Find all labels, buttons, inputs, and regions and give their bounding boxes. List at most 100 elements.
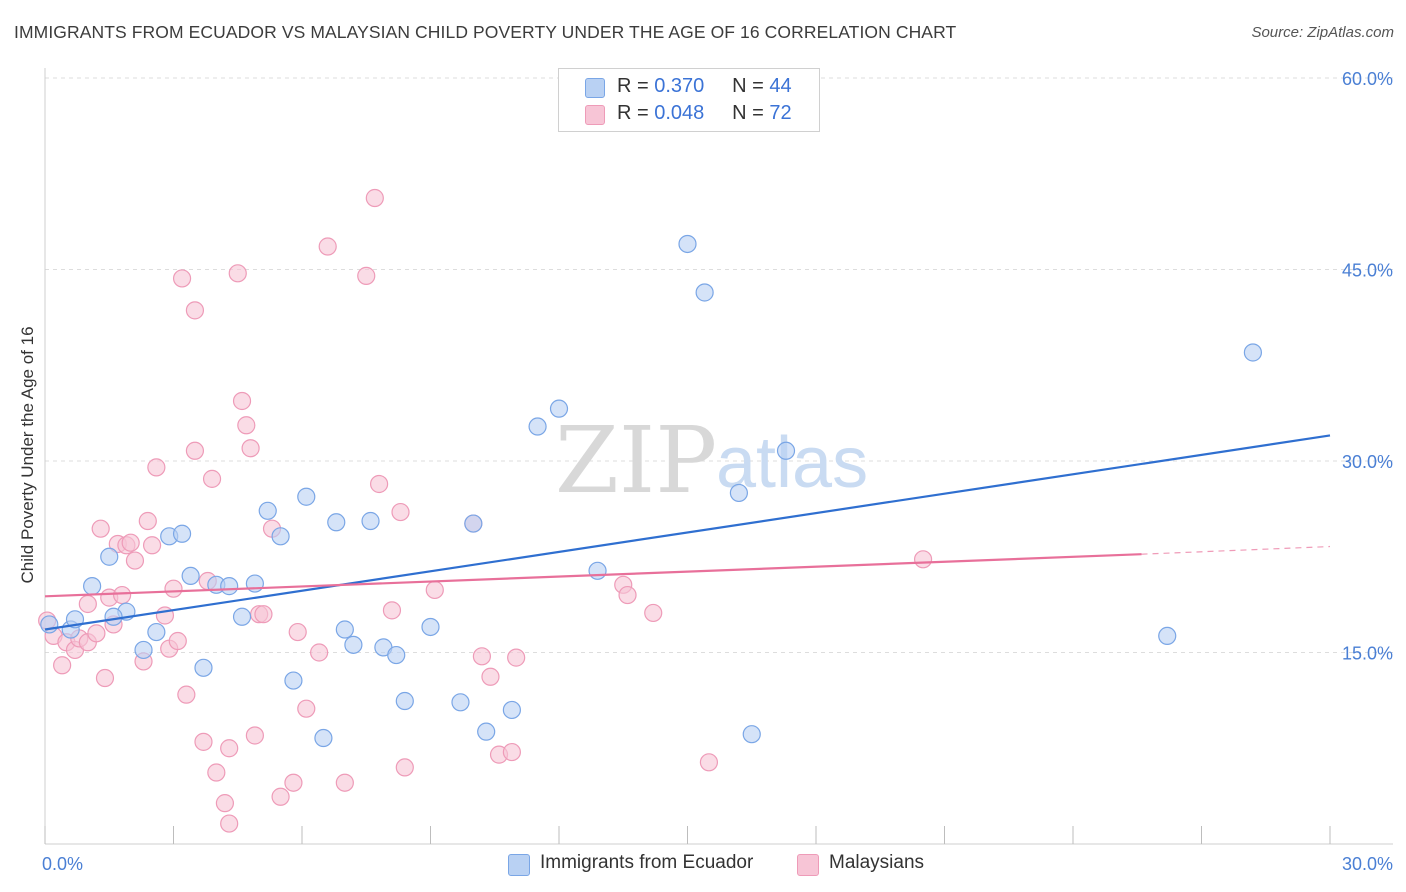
- data-point-malaysians: [177, 685, 196, 704]
- data-point-ecuador: [549, 399, 569, 418]
- data-point-malaysians: [194, 732, 213, 751]
- data-point-malaysians: [395, 758, 414, 777]
- data-point-malaysians: [365, 188, 384, 208]
- data-point-ecuador: [147, 622, 166, 642]
- data-point-malaysians: [481, 667, 500, 686]
- data-point-malaysians: [220, 739, 239, 758]
- data-point-malaysians: [87, 624, 106, 643]
- data-point-ecuador: [451, 693, 470, 712]
- data-point-malaysians: [91, 519, 110, 538]
- legend-r-value: 0.370: [654, 75, 705, 97]
- data-point-ecuador: [742, 725, 761, 744]
- trend-lines: [44, 434, 1331, 631]
- gridlines: [45, 77, 1393, 653]
- data-point-malaysians: [245, 726, 264, 745]
- data-point-ecuador: [134, 640, 153, 660]
- legend-swatch-ecuador: [585, 78, 605, 98]
- x-tick-labels: 0.0% 30.0%: [42, 854, 1393, 874]
- legend-r-label: R =: [617, 75, 649, 97]
- legend-n-label: N =: [732, 102, 764, 124]
- data-point-malaysians: [391, 502, 410, 522]
- data-point-ecuador: [528, 417, 547, 436]
- data-point-ecuador: [314, 728, 333, 748]
- data-point-ecuador: [335, 620, 354, 639]
- data-point-ecuador: [172, 524, 192, 543]
- data-point-malaysians: [112, 585, 132, 605]
- data-point-ecuador: [1243, 343, 1263, 362]
- data-point-malaysians: [164, 579, 183, 598]
- data-point-malaysians: [142, 536, 162, 555]
- trend-line-malaysians: [44, 553, 1142, 598]
- data-point-malaysians: [232, 391, 252, 411]
- data-point-malaysians: [125, 551, 145, 570]
- data-point-malaysians: [288, 622, 307, 642]
- data-point-ecuador: [181, 566, 200, 586]
- data-point-ecuador: [729, 483, 749, 503]
- data-point-malaysians: [228, 264, 247, 283]
- data-point-malaysians: [241, 439, 260, 458]
- data-point-malaysians: [425, 580, 444, 600]
- data-point-malaysians: [220, 814, 239, 833]
- data-point-malaysians: [284, 773, 303, 792]
- data-point-ecuador: [258, 501, 277, 520]
- data-point-malaysians: [618, 585, 637, 605]
- data-point-malaysians: [335, 773, 354, 792]
- data-point-ecuador: [232, 607, 252, 626]
- data-point-malaysians: [138, 511, 157, 531]
- data-point-ecuador: [104, 607, 123, 626]
- data-point-malaysians: [185, 301, 205, 320]
- legend-r-value: 0.048: [654, 102, 705, 124]
- x-tick-label: 30.0%: [1342, 854, 1393, 874]
- data-point-malaysians: [147, 458, 166, 477]
- data-point-ecuador: [464, 514, 483, 533]
- data-point-ecuador: [194, 658, 213, 677]
- data-point-malaysians: [215, 794, 234, 813]
- data-point-ecuador: [477, 722, 496, 741]
- x-axis: [44, 68, 1393, 845]
- data-point-malaysians: [472, 647, 491, 666]
- data-point-malaysians: [297, 699, 316, 718]
- data-point-malaysians: [271, 787, 290, 806]
- y-tick-label: 60.0%: [1342, 69, 1393, 89]
- y-tick-label: 15.0%: [1342, 644, 1393, 664]
- data-point-malaysians: [185, 441, 205, 460]
- data-point-malaysians: [502, 742, 521, 762]
- data-point-ecuador: [297, 487, 316, 506]
- data-point-malaysians: [254, 605, 273, 624]
- data-point-malaysians: [207, 763, 226, 782]
- data-point-malaysians: [237, 416, 256, 435]
- data-point-ecuador: [695, 283, 714, 302]
- legend-n-label: N =: [732, 75, 764, 97]
- legend-label-ecuador: Immigrants from Ecuador: [540, 852, 754, 873]
- data-point-ecuador: [588, 561, 607, 580]
- stats-legend: R = 0.370 N = 44 R = 0.048 N = 72: [558, 68, 820, 132]
- data-point-malaysians: [699, 753, 719, 772]
- data-point-malaysians: [168, 631, 187, 651]
- data-point-ecuador: [344, 635, 363, 654]
- legend-swatch-ecuador: [508, 854, 530, 876]
- trend-line-malaysians-extension: [1141, 545, 1331, 555]
- watermark: ZIP atlas: [555, 407, 868, 514]
- legend-swatch-malaysians: [797, 854, 819, 876]
- data-point-malaysians: [95, 668, 115, 688]
- trend-line-ecuador: [44, 434, 1331, 631]
- data-point-malaysians: [53, 656, 72, 675]
- legend-label-malaysians: Malaysians: [829, 852, 925, 873]
- data-point-ecuador: [1158, 626, 1177, 646]
- legend-r-label: R =: [617, 102, 649, 124]
- data-point-ecuador: [271, 527, 290, 546]
- data-point-malaysians: [644, 603, 663, 623]
- data-point-malaysians: [318, 237, 337, 256]
- source-label: Source: ZipAtlas.com: [1251, 24, 1394, 41]
- data-point-malaysians: [202, 469, 222, 488]
- data-point-ecuador: [678, 234, 697, 254]
- y-tick-label: 45.0%: [1342, 261, 1393, 281]
- legend-n-value: 72: [769, 102, 792, 124]
- series-malaysians: [38, 188, 933, 833]
- chart-title: IMMIGRANTS FROM ECUADOR VS MALAYSIAN CHI…: [14, 22, 957, 42]
- data-point-ecuador: [100, 547, 119, 566]
- data-point-ecuador: [327, 513, 346, 532]
- data-point-malaysians: [913, 550, 933, 569]
- data-point-ecuador: [220, 577, 239, 596]
